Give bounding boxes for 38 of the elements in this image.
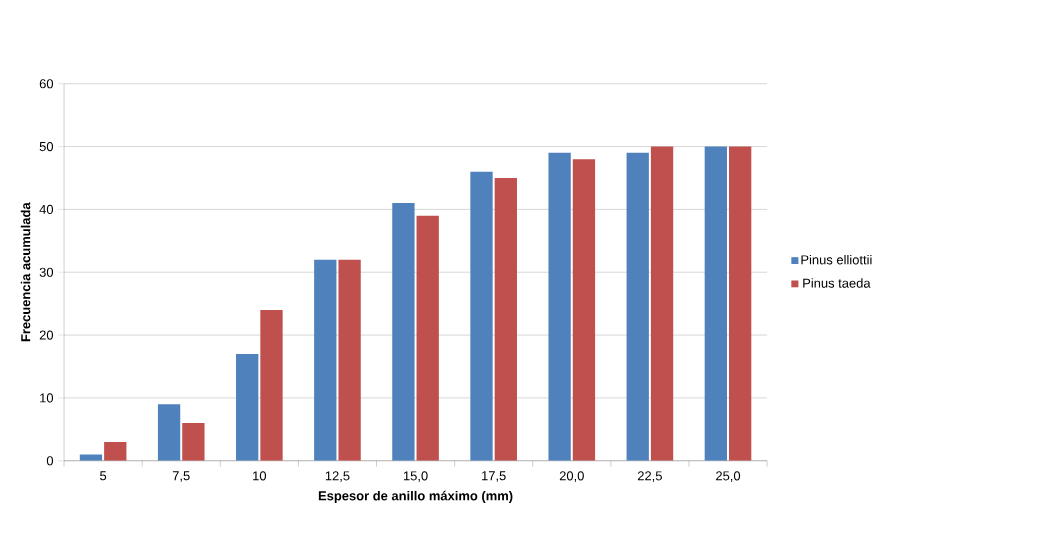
bar [260, 309, 283, 461]
x-tick-label: 7,5 [172, 471, 190, 482]
bar [314, 259, 337, 461]
bar [338, 259, 361, 461]
bar [494, 177, 517, 461]
bar [626, 152, 649, 461]
bar [104, 441, 127, 461]
bar [548, 152, 571, 461]
bar [650, 146, 674, 461]
x-tick-label: 5 [100, 471, 107, 481]
bar [182, 423, 205, 461]
y-tick-label: 20 [39, 330, 54, 340]
bar [416, 215, 439, 461]
y-tick-label: 30 [39, 267, 54, 277]
y-tick-label: 0 [46, 456, 54, 466]
x-tick-label: 20,0 [559, 471, 584, 482]
x-tick-label: 15,0 [403, 471, 428, 482]
y-tick-label: 50 [39, 141, 54, 152]
bar [728, 146, 752, 461]
y-tick-label: 40 [39, 204, 54, 214]
x-tick-label: 22,5 [637, 471, 662, 482]
x-tick-label: 12,5 [325, 471, 350, 482]
bar [392, 203, 415, 461]
x-axis-title: Espesor de anillo máximo (mm) [318, 490, 513, 503]
bar [79, 454, 103, 461]
y-tick-label: 10 [40, 393, 54, 403]
legend-label: Pinus elliottii [801, 254, 872, 265]
bar [236, 353, 259, 461]
x-tick-label: 10 [253, 471, 267, 481]
x-tick-label: 25,0 [716, 471, 741, 482]
bar [157, 404, 181, 461]
y-tick-label: 60 [39, 79, 54, 89]
bar [704, 146, 727, 461]
legend-label: Pinus taeda [803, 278, 871, 288]
x-tick-label: 17,5 [482, 471, 506, 482]
bar [470, 171, 493, 461]
bar [572, 159, 596, 461]
y-axis-title: Frecuencia acumulada [20, 202, 31, 342]
